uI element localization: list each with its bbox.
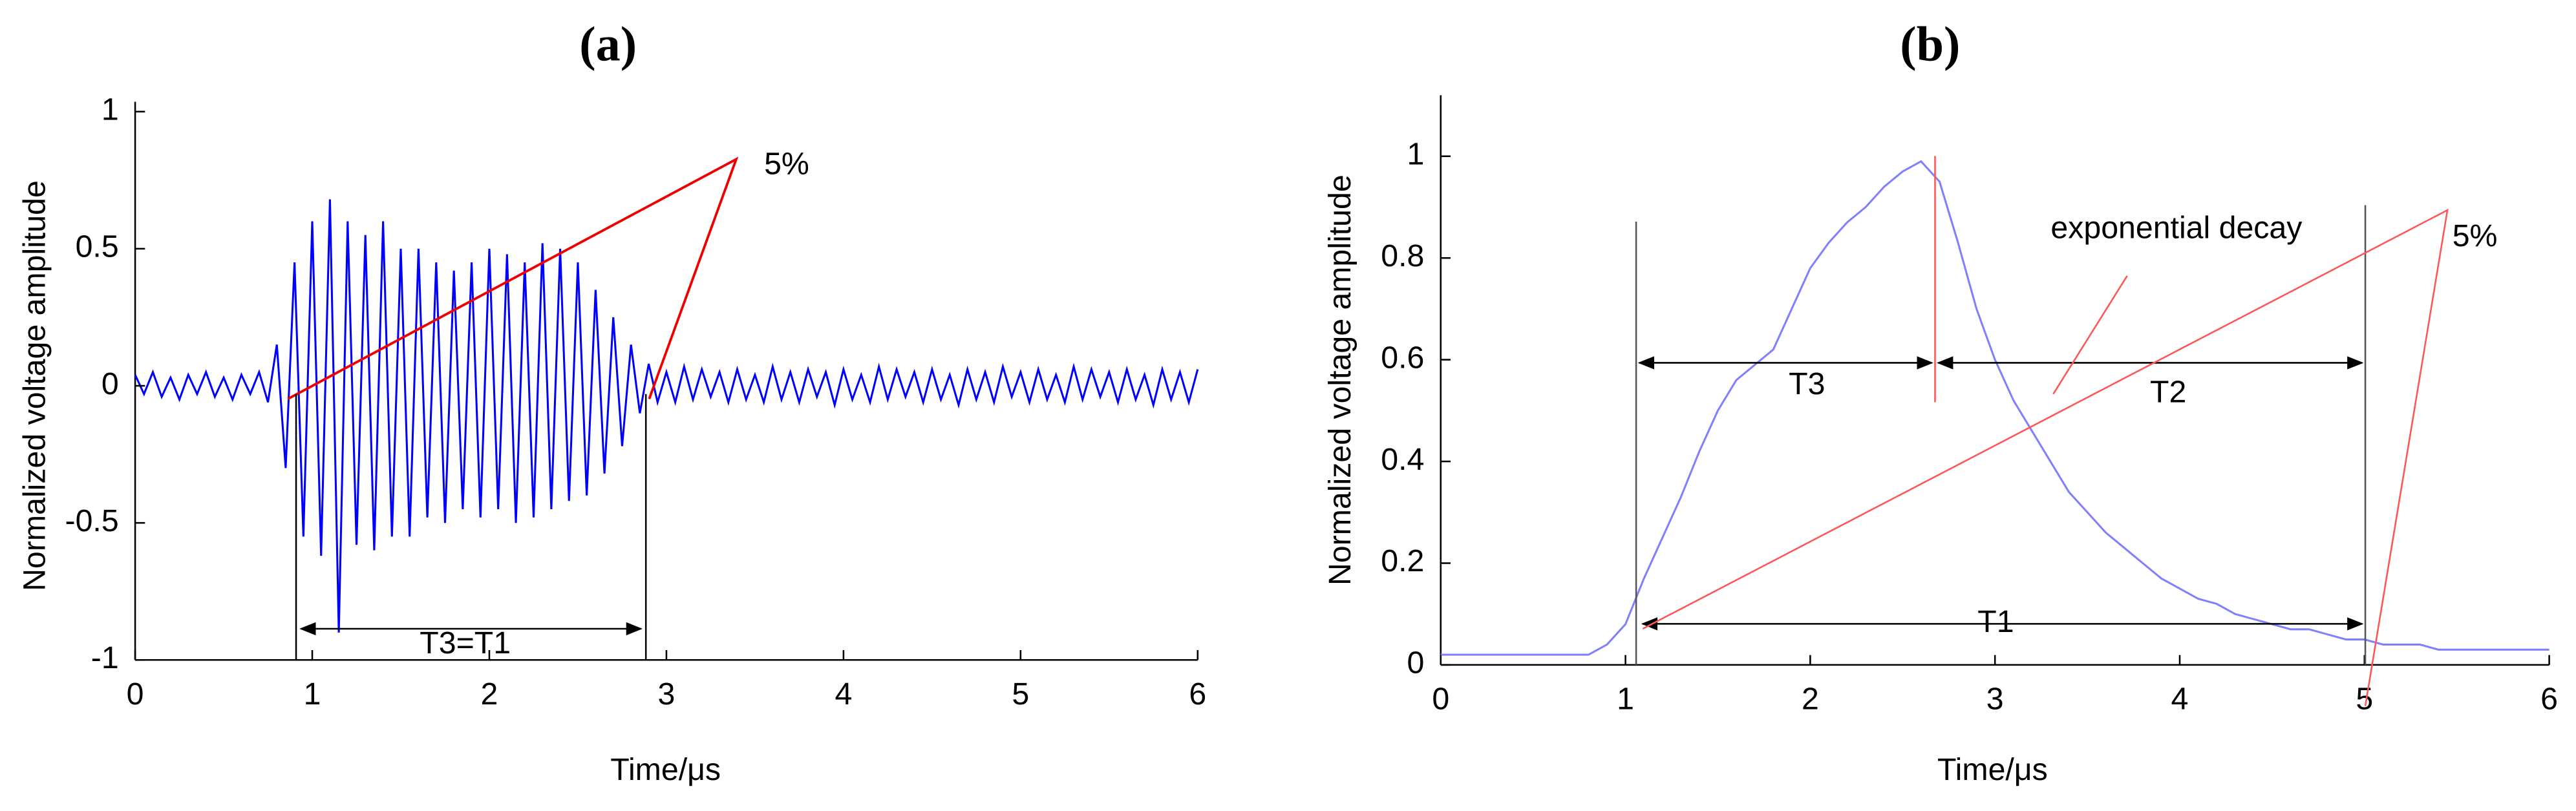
- chart-title: (b): [1900, 17, 1960, 72]
- y-axis-label: Normalized voltage amplitude: [17, 180, 52, 591]
- annotation: T3=T1: [420, 626, 511, 660]
- y-tick-label: 0.5: [76, 229, 119, 264]
- x-axis-label: Time/μs: [1937, 752, 2048, 787]
- y-axis-label: Normalized voltage amplitude: [1323, 174, 1357, 585]
- annotation: exponential decay: [2050, 210, 2303, 245]
- annotation: 5%: [2453, 218, 2498, 253]
- y-tick-label: -0.5: [65, 503, 119, 538]
- signal-line: [1440, 160, 2549, 656]
- x-tick-label: 4: [835, 677, 852, 711]
- x-tick-label: 5: [2356, 682, 2373, 717]
- pointer-line: [287, 156, 739, 401]
- x-tick-label: 6: [2540, 682, 2558, 717]
- y-tick-label: 0: [101, 366, 119, 401]
- y-tick-label: 0.4: [1381, 442, 1424, 477]
- annotation: T3: [1789, 366, 1825, 401]
- x-tick-label: 3: [1986, 682, 2004, 717]
- x-tick-label: 2: [1802, 682, 1819, 717]
- x-tick-label: 3: [658, 677, 676, 711]
- chart: (a) Time/μs Normalized voltage amplitude 0 1…: [17, 17, 1206, 787]
- y-tick-label: 0.2: [1381, 543, 1424, 578]
- y-tick-label: 0.8: [1381, 238, 1424, 273]
- y-tick-label: 0: [1407, 646, 1425, 680]
- chart-title: (a): [579, 17, 637, 72]
- annotation: T2: [2150, 374, 2186, 409]
- x-tick-label: 2: [481, 677, 498, 711]
- x-tick-label: 6: [1189, 677, 1206, 711]
- y-tick-label: 1: [101, 92, 119, 127]
- x-tick-label: 0: [1432, 682, 1449, 717]
- pointer-line: [1642, 208, 2449, 706]
- x-tick-label: 4: [2171, 682, 2189, 717]
- x-tick-label: 5: [1012, 677, 1029, 711]
- x-tick-label: 1: [304, 677, 321, 711]
- x-axis-label: Time/μs: [610, 752, 721, 787]
- chart: (b) Time/μs Normalized voltage amplitude 0 1…: [1323, 17, 2558, 787]
- annotation: T1: [1977, 604, 2014, 639]
- y-tick-label: 1: [1407, 137, 1425, 172]
- signal-line: [134, 199, 1199, 633]
- annotation-a: 5% T3=T1: [287, 146, 809, 660]
- y-tick-label: -1: [91, 640, 119, 675]
- x-tick-label: 0: [127, 677, 144, 711]
- annotation: 5%: [764, 146, 809, 181]
- annotation-b: exponential decay 5% T3 T2 T1: [1635, 156, 2498, 706]
- pointer-line: [2052, 275, 2128, 395]
- y-tick-label: 0.6: [1381, 340, 1424, 375]
- x-tick-label: 1: [1617, 682, 1634, 717]
